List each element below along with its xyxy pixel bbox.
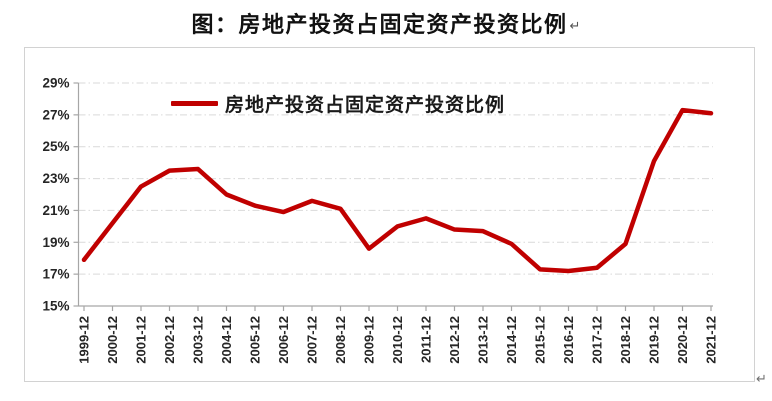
x-axis-label: 2017-12 — [590, 316, 605, 364]
x-axis-label: 2018-12 — [618, 316, 633, 364]
x-axis-label: 2010-12 — [390, 316, 405, 364]
y-axis-label: 21% — [42, 203, 69, 218]
x-axis-label: 1999-12 — [77, 316, 92, 364]
document-paragraph-mark-icon: ↵ — [756, 372, 767, 387]
y-axis-label: 19% — [42, 235, 69, 250]
x-axis-label: 2008-12 — [333, 316, 348, 364]
y-axis-label: 29% — [42, 76, 69, 91]
x-axis-label: 2002-12 — [162, 316, 177, 364]
page-title: 图：房地产投资占固定资产投资比例 — [191, 12, 568, 38]
x-axis-label: 2015-12 — [533, 316, 548, 364]
paragraph-mark-icon: ↵ — [569, 19, 581, 34]
x-axis-label: 2005-12 — [248, 316, 263, 364]
chart-plot-area: 15% 17% 19% 21% 23% 25% 27% 29% 1999-12 2000-12 20… — [42, 76, 719, 364]
chart-title-row: 图：房地产投资占固定资产投资比例 ↵ — [0, 7, 772, 39]
y-axis-label: 17% — [42, 267, 69, 282]
x-axis-label: 2019-12 — [647, 316, 662, 364]
x-axis-label: 2011-12 — [419, 316, 434, 363]
x-axis-label: 2012-12 — [447, 316, 462, 364]
x-axis-label: 2014-12 — [504, 316, 519, 364]
x-axis-label: 2004-12 — [219, 316, 234, 364]
x-axis-label: 2013-12 — [476, 316, 491, 364]
chart-frame: 15% 17% 19% 21% 23% 25% 27% 29% 1999-12 2000-12 20… — [24, 47, 755, 382]
series-line — [81, 107, 714, 274]
x-axis-label: 2000-12 — [105, 316, 120, 364]
x-axis-label: 2007-12 — [305, 316, 320, 364]
legend-label: 房地产投资占固定资产投资比例 — [225, 94, 506, 116]
y-axis-label: 15% — [42, 299, 69, 314]
x-axis-label: 2003-12 — [191, 316, 206, 364]
chart-legend: 房地产投资占固定资产投资比例 — [171, 90, 505, 116]
x-axis-label: 2021-12 — [704, 316, 719, 364]
x-axis-label: 2020-12 — [675, 316, 690, 364]
y-axis-label: 25% — [42, 139, 69, 154]
y-axis-label: 27% — [42, 107, 69, 122]
legend-line-swatch — [171, 100, 218, 106]
x-axis-label: 2016-12 — [561, 316, 576, 364]
y-axis-label: 23% — [42, 171, 69, 186]
x-axis-label: 2006-12 — [276, 316, 291, 364]
x-axis-label: 2001-12 — [134, 316, 149, 364]
x-axis-label: 2009-12 — [362, 316, 377, 364]
